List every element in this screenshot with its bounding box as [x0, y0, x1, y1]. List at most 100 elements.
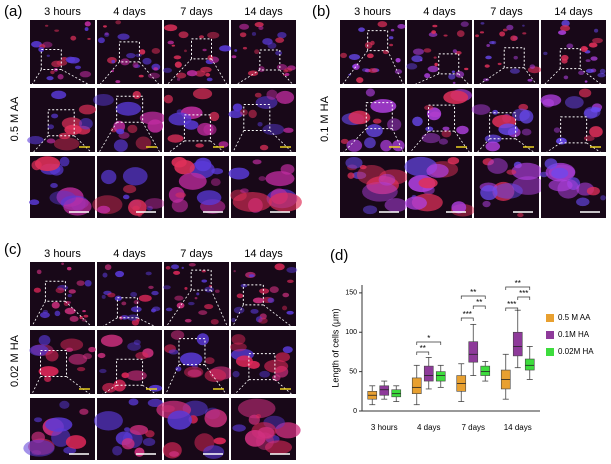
cell — [146, 205, 153, 211]
zoom-box — [178, 338, 206, 366]
cell — [112, 445, 123, 456]
zoom-line — [29, 135, 49, 157]
cell — [63, 446, 77, 454]
cell — [397, 24, 406, 29]
zoom-box — [489, 112, 517, 140]
cell — [522, 32, 527, 35]
cell — [121, 301, 127, 306]
cell — [282, 305, 288, 311]
cell — [506, 169, 517, 175]
cell — [138, 294, 152, 302]
cell — [45, 417, 73, 432]
zoom-line — [204, 364, 230, 399]
zoom-line — [580, 68, 607, 89]
cell — [475, 34, 480, 38]
cell — [204, 368, 227, 382]
cell — [67, 293, 72, 298]
cell — [247, 70, 259, 77]
cell — [484, 134, 502, 144]
cell — [362, 181, 398, 202]
box — [512, 331, 523, 357]
cell — [97, 352, 106, 359]
zoom-line — [29, 301, 46, 331]
cell — [274, 263, 285, 271]
cell — [165, 266, 171, 270]
zoom-box — [248, 353, 276, 381]
cell — [231, 334, 246, 345]
cell — [176, 77, 181, 81]
cell — [262, 123, 285, 136]
cell — [186, 70, 198, 77]
cell — [187, 369, 202, 378]
significance-label: ** — [470, 288, 476, 297]
zoom-box — [191, 38, 213, 60]
cell — [389, 43, 394, 47]
cell — [387, 118, 402, 131]
cell — [168, 349, 179, 355]
cell — [359, 164, 367, 170]
cell — [60, 338, 84, 351]
cell — [51, 301, 60, 309]
cell — [135, 53, 142, 58]
cell — [358, 27, 365, 32]
cell — [115, 80, 121, 84]
zoom-box — [44, 280, 66, 302]
cell — [174, 295, 184, 301]
cell — [527, 78, 533, 82]
cell — [188, 262, 196, 267]
cell — [179, 352, 203, 366]
cell — [448, 73, 456, 80]
y-tick-label: 150 — [345, 290, 357, 297]
cell — [418, 177, 438, 189]
cell — [175, 192, 187, 198]
cell — [348, 54, 361, 61]
column-label: 4 days — [113, 248, 146, 260]
cell — [433, 56, 437, 59]
box — [524, 358, 535, 371]
cell — [489, 41, 495, 45]
cell — [196, 292, 200, 296]
cell — [100, 334, 123, 347]
column-label: 7 days — [490, 6, 523, 18]
cell — [392, 140, 405, 152]
cell — [204, 303, 214, 310]
zoom-line — [163, 289, 192, 331]
cell — [44, 24, 49, 27]
cell — [198, 35, 205, 39]
cell — [204, 409, 227, 428]
cell — [584, 80, 588, 83]
cell — [586, 186, 600, 196]
cell — [53, 137, 80, 151]
column-label: 14 days — [244, 6, 283, 18]
cell — [46, 76, 54, 81]
cell — [599, 68, 606, 74]
cell — [597, 72, 606, 78]
cell — [441, 130, 452, 138]
cell — [133, 300, 140, 305]
cell — [275, 50, 283, 56]
cell — [188, 301, 195, 306]
cell — [87, 37, 91, 40]
cell — [121, 372, 130, 379]
cell — [352, 63, 360, 70]
cell — [232, 103, 243, 112]
cell — [65, 347, 74, 353]
cell — [65, 435, 87, 449]
significance-bracket — [472, 305, 486, 309]
cell — [129, 424, 149, 436]
cell — [102, 382, 117, 393]
cell — [194, 157, 212, 172]
cell — [167, 40, 174, 45]
cell — [251, 32, 257, 36]
cell — [214, 289, 220, 293]
cell — [452, 49, 457, 53]
significance-bracket — [416, 351, 430, 355]
cell — [447, 157, 460, 165]
cell — [252, 159, 262, 165]
zoom-line — [96, 122, 117, 157]
cell — [443, 34, 448, 37]
zoom-line — [263, 304, 297, 331]
cell — [46, 54, 50, 57]
cell — [78, 104, 96, 115]
